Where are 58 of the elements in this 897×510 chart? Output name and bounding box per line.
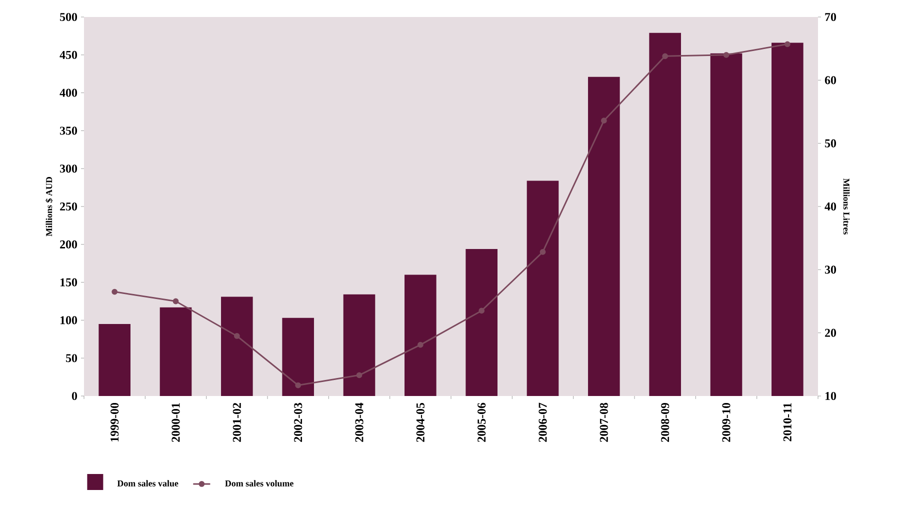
x-tick-label: 2005-06 xyxy=(478,402,486,442)
y-tick-label: 450 xyxy=(60,50,78,59)
bar xyxy=(160,307,192,396)
y2-axis-title: Millions Litres xyxy=(843,178,850,234)
x-tick-label: 2001-02 xyxy=(232,403,241,442)
point xyxy=(112,288,118,295)
y-tick-label: 350 xyxy=(60,126,78,135)
point xyxy=(356,372,362,378)
y-axis-title: Millions $ AUD xyxy=(46,177,53,236)
x-tick-label: 2006-07 xyxy=(538,402,547,442)
y2-tick-label: 10 xyxy=(825,392,836,400)
bar xyxy=(526,180,559,396)
y-tick-label: 300 xyxy=(60,164,78,173)
point xyxy=(478,308,485,314)
y-tick-label: 250 xyxy=(60,202,78,211)
y-tick-label: 200 xyxy=(60,240,78,248)
x-tick-label: 2008-09 xyxy=(661,402,670,442)
legend-label: Dom sales value xyxy=(117,480,178,486)
x-tick-label: 2002-03 xyxy=(294,402,302,442)
y-tick-label: 500 xyxy=(60,12,78,22)
y2-tick-label: 30 xyxy=(824,266,836,274)
x-tick-label: 2009-10 xyxy=(722,402,730,442)
point xyxy=(600,118,607,124)
point xyxy=(784,41,790,48)
point xyxy=(723,52,730,58)
y-tick-label: 100 xyxy=(60,316,78,324)
bar xyxy=(221,296,253,396)
y2-tick-label: 50 xyxy=(825,139,836,148)
y-tick-label: 400 xyxy=(60,88,78,97)
bar xyxy=(649,32,681,396)
x-tick-label: 2007-08 xyxy=(600,402,608,442)
x-tick-label: 2000-01 xyxy=(172,403,180,442)
bar xyxy=(404,274,436,396)
point xyxy=(662,53,668,60)
legend-label: Dom sales volume xyxy=(225,480,294,486)
bar xyxy=(710,53,742,396)
bar xyxy=(343,294,376,396)
y-tick-label: 0 xyxy=(72,392,78,400)
y2-tick-label: 40 xyxy=(824,202,836,211)
y2-tick-label: 70 xyxy=(825,12,836,22)
x-tick-label: 2003-04 xyxy=(355,402,364,442)
x-tick-label: 2010-11 xyxy=(783,403,792,442)
bar xyxy=(282,318,314,396)
y2-tick-label: 20 xyxy=(825,328,836,337)
bar xyxy=(98,324,130,396)
y-tick-label: 50 xyxy=(66,354,78,362)
y2-tick-label: 60 xyxy=(824,76,836,84)
bar xyxy=(466,248,498,396)
bar xyxy=(588,76,620,396)
point xyxy=(234,333,240,339)
bar xyxy=(772,42,804,396)
point xyxy=(417,342,424,348)
x-tick-label: 1999-00 xyxy=(110,402,119,442)
point xyxy=(540,249,546,255)
y-tick-label: 150 xyxy=(60,278,78,286)
point xyxy=(172,298,179,304)
x-tick-label: 2004-05 xyxy=(416,402,424,442)
point xyxy=(295,382,302,388)
